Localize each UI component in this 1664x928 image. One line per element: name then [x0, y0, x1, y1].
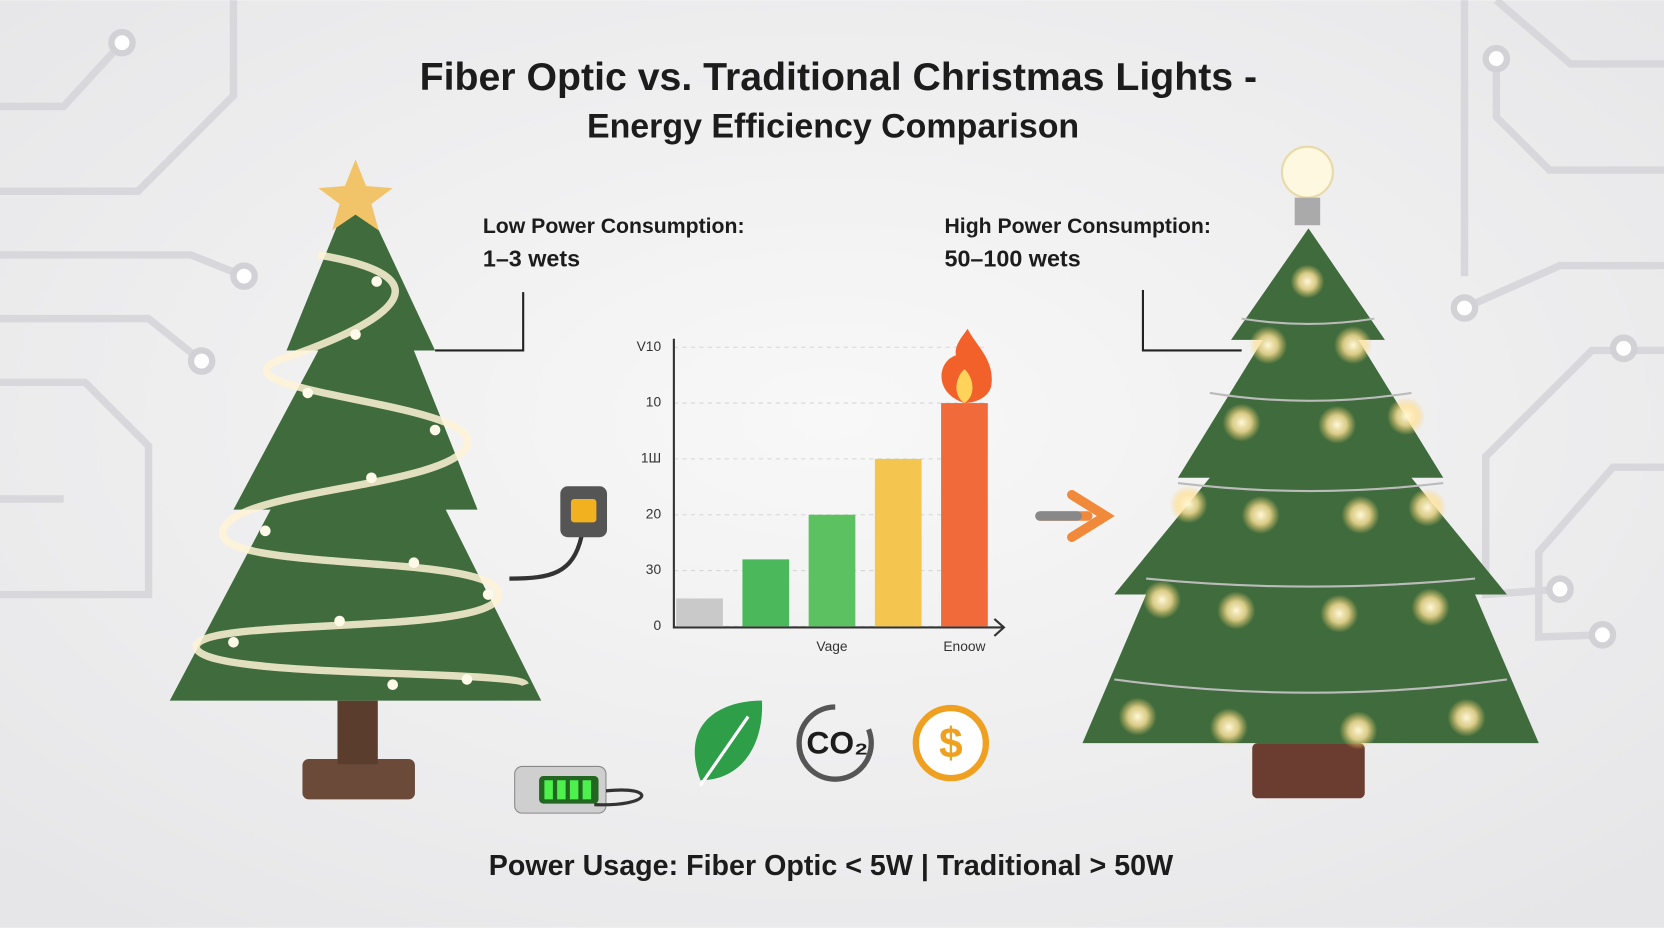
- leader-line: [435, 292, 525, 352]
- dollar-icon: $: [939, 720, 963, 767]
- annotation-label: Low Power Consumption:: [483, 215, 745, 238]
- fiber-optic-tree: [169, 159, 644, 814]
- flame: [941, 328, 992, 404]
- circuit-lines: [0, 0, 1664, 641]
- traditional-tree: [1082, 145, 1539, 799]
- footer: Power Usage: Fiber Optic < 5W | Traditio…: [489, 850, 1173, 882]
- co2-icon: CO₂: [806, 725, 868, 761]
- x-tick-label: Enoow: [943, 639, 985, 654]
- annotation-value: 50–100 wets: [944, 245, 1080, 271]
- title: Fiber Optic vs. Traditional Christmas Li…: [420, 55, 1257, 99]
- y-tick-label: 10: [646, 395, 662, 410]
- y-tick-label: 20: [646, 506, 662, 521]
- y-tick-label: 1Ш: [641, 451, 661, 466]
- bulbs: [1118, 264, 1486, 750]
- y-tick-label: 30: [646, 562, 662, 577]
- leaf-icon: [694, 700, 763, 787]
- leader-line: [1141, 289, 1242, 352]
- y-tick-label: V10: [637, 339, 662, 354]
- y-tick-label: 0: [653, 618, 661, 633]
- annotation-value: 1–3 wets: [483, 245, 580, 271]
- x-tick-label: Vage: [816, 639, 847, 654]
- bar: [874, 458, 922, 627]
- subtitle: Energy Efficiency Comparison: [587, 108, 1079, 146]
- annotation-label: High Power Consumption:: [944, 215, 1210, 238]
- dollar-ring: [912, 704, 990, 782]
- flame-core: [956, 369, 973, 404]
- co2-ring: [796, 704, 874, 782]
- bar: [941, 403, 988, 627]
- bar: [676, 598, 723, 627]
- fiber-lights: [228, 276, 494, 691]
- bar: [808, 514, 856, 627]
- chart: 0 30 20 1Ш 10 V10 Vage Enoow: [637, 328, 1006, 654]
- circuit-nodes: [108, 28, 1638, 649]
- x-axis: [673, 618, 1006, 637]
- bar: [742, 559, 790, 627]
